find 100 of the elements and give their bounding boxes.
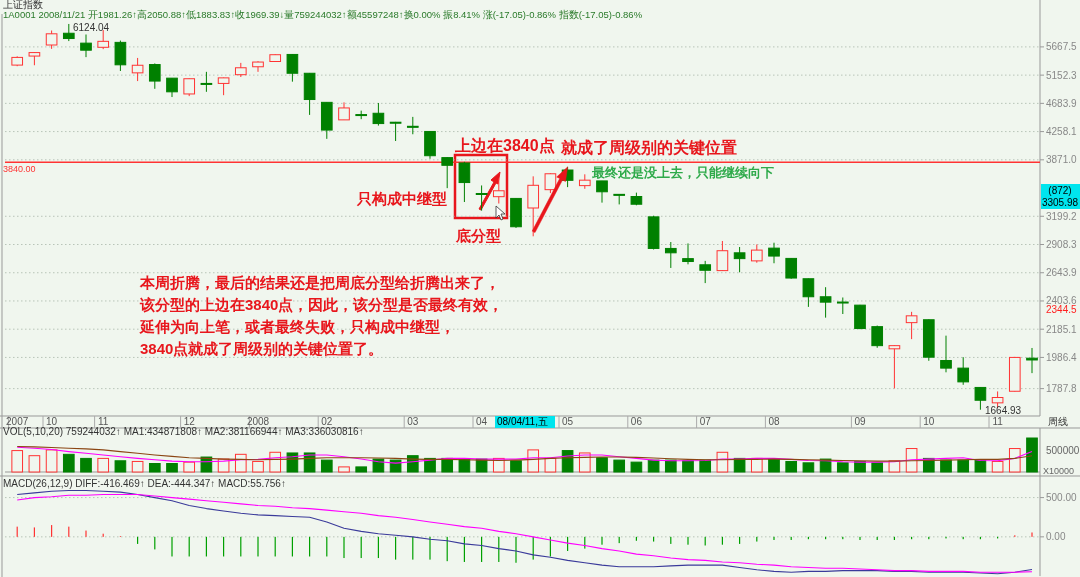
bar xyxy=(338,466,350,473)
bar xyxy=(802,462,815,473)
bar xyxy=(664,459,677,473)
candlestick xyxy=(527,175,540,237)
x-tick-label: 10 xyxy=(923,416,935,427)
bar xyxy=(544,457,557,473)
bar xyxy=(234,453,247,473)
candlestick xyxy=(492,177,505,205)
candlestick xyxy=(458,161,471,203)
candlestick xyxy=(888,344,901,389)
candlestick xyxy=(131,57,144,82)
candlestick xyxy=(682,242,694,265)
x-tick-label: 05 xyxy=(562,416,574,427)
candlestick xyxy=(252,60,264,73)
candlestick xyxy=(716,240,729,272)
bar xyxy=(355,466,368,473)
candlestick xyxy=(200,71,213,93)
bar xyxy=(836,462,849,473)
x-tick-label: 10 xyxy=(46,416,58,427)
x-tick-label: 07 xyxy=(699,416,712,427)
candlestick xyxy=(854,304,866,330)
bar xyxy=(252,460,264,473)
annotation: 底分型 xyxy=(455,227,501,244)
text: 08/04/11,五 xyxy=(497,416,548,427)
bar xyxy=(114,460,127,473)
bar xyxy=(647,459,660,473)
y-tick-label: 1986.4 xyxy=(1046,351,1078,363)
bar xyxy=(458,458,471,473)
candlestick xyxy=(97,29,110,50)
bar xyxy=(62,453,75,473)
candlestick xyxy=(768,242,780,264)
chart-title: VOL(5,10,20) 759244032↑ MA1:434871808↑ MA2:381166944↑ MA3:336030816↑ xyxy=(3,426,364,437)
bar xyxy=(716,451,729,473)
bar xyxy=(905,448,918,473)
bar xyxy=(97,457,110,473)
y-tick-label: 500.00 xyxy=(1046,492,1078,504)
y-tick-label: 2185.1 xyxy=(1046,323,1078,335)
y-tick-label: 2908.3 xyxy=(1046,239,1078,251)
candlestick xyxy=(372,102,385,127)
candlestick xyxy=(940,335,952,373)
candlestick xyxy=(802,278,815,308)
y-tick-label: 0.00 xyxy=(1046,531,1066,543)
chart-title: 上证指数 xyxy=(3,0,43,10)
candlestick xyxy=(441,156,454,189)
candlestick xyxy=(80,34,92,58)
bar xyxy=(1026,437,1038,473)
candlestick xyxy=(905,311,918,340)
annotation: 6124.04 xyxy=(73,22,110,33)
candlestick xyxy=(1026,347,1038,374)
x-tick-label: 02 xyxy=(321,416,333,427)
annotation: 3840点就成了周级别的关键位置了。 xyxy=(140,340,384,357)
y-tick-label: 5667.5 xyxy=(1046,41,1078,53)
annotation: 1664.93 xyxy=(985,405,1022,416)
bar xyxy=(630,461,643,473)
candlestick xyxy=(957,356,970,386)
candlestick xyxy=(785,257,798,280)
bar xyxy=(166,463,178,473)
bar xyxy=(991,460,1004,473)
bar xyxy=(785,460,798,473)
y-tick-label: 3199.2 xyxy=(1046,210,1078,222)
x-tick-label: 2007 xyxy=(6,416,29,427)
bar xyxy=(510,460,522,473)
bar xyxy=(957,459,970,473)
x-tick-label: 11 xyxy=(98,416,109,427)
candlestick xyxy=(819,286,832,319)
candlestick xyxy=(45,30,58,50)
x-tick-label: 03 xyxy=(407,416,419,427)
candlestick xyxy=(114,40,127,72)
bar xyxy=(682,460,694,473)
y-tick-label: 4258.1 xyxy=(1046,126,1078,138)
text: 2344.5 xyxy=(1046,304,1078,315)
x-tick-label: 11 xyxy=(992,416,1004,427)
annotation: 该分型的上边在3840点，因此，该分型是否最终有效， xyxy=(139,296,504,313)
chart-title: MACD(26,12,9) DIFF:-416.469↑ DEA:-444.347↑ MACD:55.756↑ xyxy=(3,478,286,489)
x-tick-label: 2008 xyxy=(246,416,270,427)
bar xyxy=(45,449,58,473)
annotation: 只构成中继型 xyxy=(356,190,447,207)
candlestick xyxy=(148,62,161,90)
text: 500000 xyxy=(1046,445,1080,456)
bar xyxy=(148,463,161,473)
bar xyxy=(320,459,333,473)
y-tick-label: 2403.6 xyxy=(1046,295,1078,307)
bar xyxy=(80,457,92,473)
bar xyxy=(699,459,712,473)
text: 周线 xyxy=(1048,416,1068,427)
text: X10000 xyxy=(1043,466,1075,476)
candlestick xyxy=(699,260,712,284)
y-tick-label: 5152.3 xyxy=(1046,69,1078,81)
bar xyxy=(888,460,901,473)
text: 1A0001 2008/11/21 开1981.26↑高2050.88↑低1883.83↑收1969.39↓量759244032↑额45597248↑换0.00% 振8.41% 涨(-17.05)-0.86% 指数(-17.05)-0.86% xyxy=(3,9,643,20)
bar xyxy=(11,450,24,473)
candlestick xyxy=(166,77,178,98)
bar xyxy=(613,459,626,473)
bar xyxy=(131,460,144,473)
y-tick-label: 3871.0 xyxy=(1046,154,1078,166)
candlestick xyxy=(733,246,746,273)
bar xyxy=(1008,448,1021,473)
bar xyxy=(596,457,608,473)
text: (872) xyxy=(1048,185,1072,196)
candlestick xyxy=(544,172,557,194)
